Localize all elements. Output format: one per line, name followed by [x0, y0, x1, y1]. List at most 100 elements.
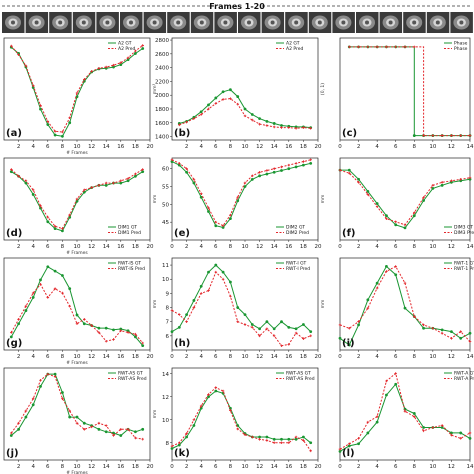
- data-point: [347, 45, 351, 49]
- panel-label: (i): [342, 338, 355, 349]
- y-axis-label: mm: [153, 300, 158, 309]
- frame-thumbnail-core: [152, 20, 157, 25]
- legend-label: DIM1 GT: [118, 225, 137, 231]
- data-point: [214, 220, 218, 224]
- data-point: [422, 199, 425, 202]
- data-point: [412, 45, 416, 49]
- x-tick-label: 6: [214, 244, 218, 250]
- data-point: [265, 439, 269, 442]
- data-point: [403, 409, 407, 413]
- plot-frame: [171, 367, 319, 461]
- x-tick-label: 14: [271, 144, 278, 150]
- data-point: [468, 331, 472, 335]
- data-point: [450, 180, 453, 184]
- data-point: [294, 437, 298, 441]
- frame-thumbnail-core: [223, 20, 228, 25]
- plot-frame: [171, 257, 319, 351]
- x-tick-label: 14: [103, 464, 110, 470]
- legend-label: RWT-A GT: [454, 371, 474, 377]
- frame-thumbnail-core: [365, 20, 369, 25]
- data-point: [199, 110, 203, 114]
- legend-label: RWT-I Pred: [286, 266, 310, 272]
- y-tick-label: 55: [162, 185, 169, 191]
- data-point: [394, 220, 398, 224]
- data-point: [192, 181, 196, 185]
- data-point: [46, 372, 50, 376]
- data-point: [134, 436, 137, 440]
- data-point: [265, 320, 269, 324]
- legend-label: Phase: [454, 46, 468, 52]
- x-tick-label: 2: [17, 354, 21, 360]
- data-point: [422, 196, 425, 199]
- data-point: [294, 125, 298, 129]
- x-tick-label: 2: [357, 354, 361, 360]
- x-tick-label: 12: [256, 144, 263, 150]
- data-point: [294, 126, 298, 130]
- data-point: [24, 309, 28, 312]
- data-point: [207, 210, 210, 213]
- data-point: [68, 213, 71, 217]
- frame-thumbnail-core: [412, 20, 417, 25]
- x-tick-label: 10: [429, 244, 436, 250]
- data-point: [422, 134, 425, 137]
- data-point: [309, 126, 312, 130]
- data-point: [450, 336, 453, 340]
- data-point: [236, 195, 239, 199]
- data-point: [468, 177, 472, 181]
- y-tick-label: 45: [162, 220, 169, 226]
- data-point: [366, 431, 370, 435]
- data-point: [440, 328, 444, 332]
- x-tick-label: 12: [448, 354, 455, 360]
- data-point: [229, 88, 232, 92]
- data-point: [251, 174, 254, 178]
- data-point: [126, 331, 130, 334]
- data-point: [366, 45, 370, 49]
- data-point: [134, 172, 137, 176]
- data-point: [357, 437, 360, 440]
- data-point: [357, 45, 360, 49]
- data-point: [170, 447, 174, 450]
- data-point: [280, 344, 283, 348]
- data-point: [450, 433, 453, 437]
- data-point: [199, 292, 203, 295]
- data-point: [338, 447, 342, 451]
- legend-label: RWT-1 GT: [454, 261, 474, 267]
- data-point: [9, 335, 13, 339]
- data-point: [412, 415, 416, 419]
- data-point: [243, 323, 247, 326]
- data-point: [347, 326, 351, 330]
- frame-thumbnail: [25, 12, 49, 33]
- data-point: [178, 441, 181, 445]
- y-tick-label: 1600: [155, 121, 169, 127]
- data-point: [412, 134, 416, 137]
- x-tick-label: 16: [285, 464, 292, 470]
- data-point: [104, 339, 108, 343]
- data-point: [422, 326, 425, 330]
- data-point: [366, 298, 370, 302]
- plot-frame: [3, 257, 151, 351]
- data-point: [104, 183, 108, 187]
- x-tick-label: 4: [375, 244, 379, 250]
- data-point: [83, 428, 86, 431]
- data-point: [302, 439, 305, 442]
- data-point: [394, 382, 398, 386]
- data-point: [440, 180, 444, 184]
- y-axis-label: mm: [153, 195, 158, 204]
- data-point: [119, 61, 123, 65]
- frame-thumbnail: [332, 12, 355, 33]
- data-point: [294, 165, 298, 169]
- frame-thumbnail: [49, 12, 72, 33]
- data-point: [17, 427, 20, 431]
- x-tick-label: 2: [185, 464, 189, 470]
- data-point: [431, 426, 435, 429]
- data-point: [272, 122, 276, 125]
- data-point: [459, 431, 463, 435]
- x-tick-label: 4: [31, 354, 35, 360]
- data-point: [450, 330, 453, 333]
- panel-label: (k): [174, 448, 190, 459]
- data-point: [112, 431, 115, 435]
- x-tick-label: 14: [467, 244, 474, 250]
- x-tick-label: 20: [147, 244, 154, 250]
- x-tick-label: 0: [170, 464, 174, 470]
